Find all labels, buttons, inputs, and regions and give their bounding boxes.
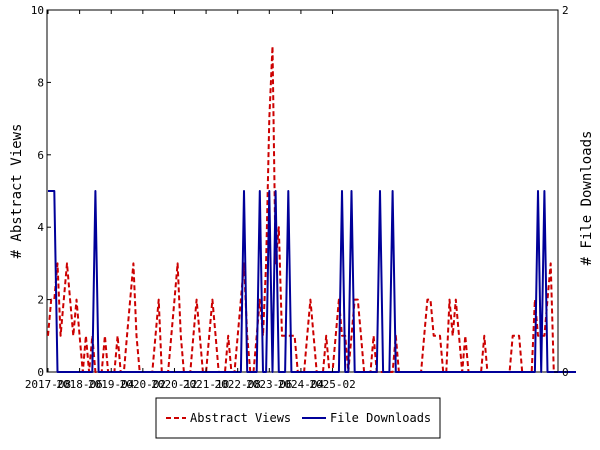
x-tick-label: 2025-02 — [309, 378, 355, 391]
left-tick-label: 8 — [37, 76, 44, 89]
right-tick-label: 0 — [562, 366, 569, 379]
left-tick-label: 10 — [31, 4, 44, 17]
x-tick-label: 2020-02 — [120, 378, 166, 391]
x-axis-ticks: 2017-082018-062019-042020-022020-122021-… — [25, 10, 356, 391]
x-tick-label: 2022-08 — [215, 378, 261, 391]
left-tick-label: 4 — [37, 221, 44, 234]
right-axis-ticks: 02 — [554, 4, 569, 379]
plot-frame — [46, 9, 559, 373]
x-tick-label: 2018-06 — [56, 378, 102, 391]
left-tick-label: 0 — [37, 366, 44, 379]
x-tick-label: 2021-10 — [183, 378, 229, 391]
legend-label-file-downloads: File Downloads — [330, 411, 431, 425]
legend-box — [155, 397, 441, 439]
left-tick-label: 6 — [37, 149, 44, 162]
left-axis-title: # Abstract Views — [9, 124, 25, 259]
legend: Abstract Views File Downloads — [155, 397, 441, 439]
abstract-views-series-line — [47, 45, 557, 373]
file-downloads-series-line — [48, 190, 576, 373]
left-tick-label: 2 — [37, 294, 44, 307]
left-axis-ticks: 0 2 4 6 8 10 — [31, 4, 51, 379]
x-tick-label: 2024-04 — [278, 378, 325, 391]
right-tick-label: 2 — [562, 4, 569, 17]
plot-area — [46, 9, 576, 373]
legend-label-abstract-views: Abstract Views — [190, 411, 291, 425]
x-tick-label: 2017-08 — [25, 378, 71, 391]
x-tick-label: 2020-12 — [151, 378, 197, 391]
right-axis-title: # File Downloads — [579, 131, 595, 266]
x-tick-label: 2023-06 — [246, 378, 292, 391]
x-tick-label: 2019-04 — [88, 378, 135, 391]
